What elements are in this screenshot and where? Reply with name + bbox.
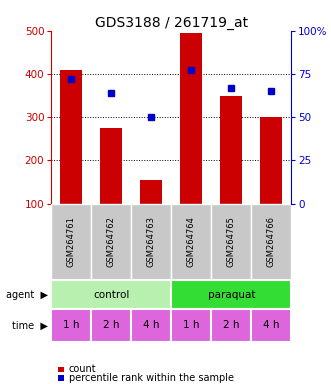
Text: paraquat: paraquat [208, 290, 255, 300]
Text: GSM264761: GSM264761 [67, 217, 76, 267]
Text: control: control [93, 290, 129, 300]
Text: time  ▶: time ▶ [12, 320, 48, 331]
Bar [51, 280, 171, 309]
Text: GSM264763: GSM264763 [147, 217, 156, 267]
Bar [251, 309, 291, 342]
Bar [91, 204, 131, 280]
Bar [211, 204, 251, 280]
Bar [100, 128, 122, 204]
Bar [260, 117, 282, 204]
Bar [91, 309, 131, 342]
Bar [140, 180, 162, 204]
Text: 4 h: 4 h [143, 320, 160, 331]
Bar [51, 309, 91, 342]
Bar [211, 309, 251, 342]
Text: GSM264762: GSM264762 [107, 217, 116, 267]
Bar [180, 33, 202, 204]
Bar [251, 204, 291, 280]
Bar [171, 280, 291, 309]
Text: 1 h: 1 h [183, 320, 200, 331]
Text: 4 h: 4 h [263, 320, 280, 331]
Text: 1 h: 1 h [63, 320, 79, 331]
Text: 2 h: 2 h [223, 320, 240, 331]
Text: GSM264764: GSM264764 [187, 217, 196, 267]
Bar [131, 204, 171, 280]
Bar [60, 70, 82, 204]
Text: GSM264765: GSM264765 [227, 217, 236, 267]
Bar [171, 204, 211, 280]
Bar [171, 309, 211, 342]
Text: agent  ▶: agent ▶ [6, 290, 48, 300]
Bar [51, 204, 91, 280]
Text: count: count [69, 364, 96, 374]
Text: GSM264766: GSM264766 [267, 217, 276, 267]
Text: 2 h: 2 h [103, 320, 119, 331]
Bar [220, 96, 242, 204]
Title: GDS3188 / 261719_at: GDS3188 / 261719_at [95, 16, 248, 30]
Text: percentile rank within the sample: percentile rank within the sample [69, 373, 234, 383]
Bar [131, 309, 171, 342]
